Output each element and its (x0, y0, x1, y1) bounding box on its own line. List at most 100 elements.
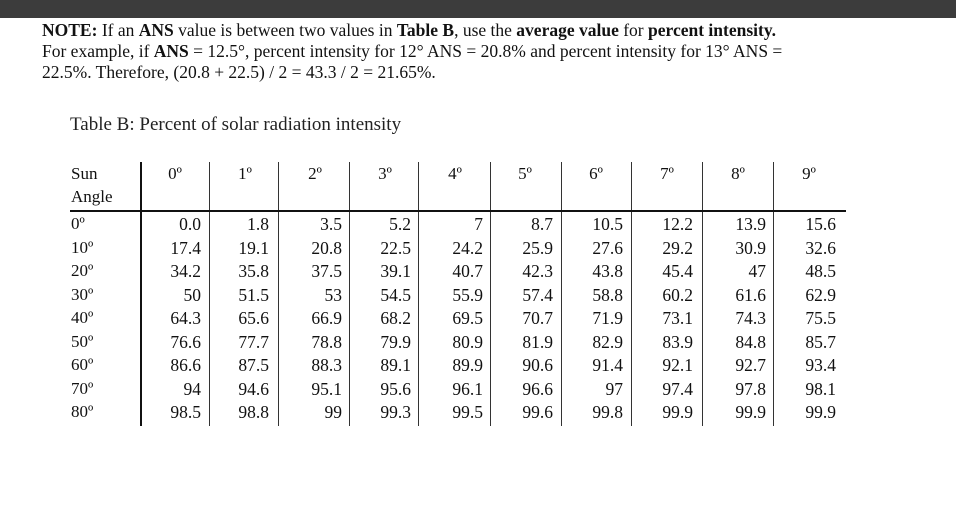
row-angle: 50º (71, 331, 94, 351)
table-cell: 29.2 (662, 237, 693, 258)
table-cell: 99.9 (662, 402, 693, 422)
table-cell: 71.9 (592, 308, 623, 328)
table-cell: 99 (324, 402, 343, 422)
column-header: 9º (802, 164, 816, 183)
table-cell: 98.8 (238, 402, 269, 422)
table-cell: 99.9 (805, 402, 836, 422)
table-cell: 99.5 (452, 402, 483, 422)
column-divider (418, 162, 419, 426)
table-cell: 43.8 (592, 261, 623, 281)
note-text: = 12.5°, percent intensity for 12° ANS =… (188, 41, 783, 61)
row-angle: 40º (71, 308, 94, 327)
table-cell: 48.5 (805, 261, 836, 281)
table-cell: 39.1 (380, 261, 411, 281)
table-cell: 19.1 (238, 237, 269, 258)
table-cell: 70.7 (522, 308, 553, 328)
table-cell: 89.9 (452, 355, 483, 375)
note-ans: ANS (138, 20, 174, 40)
table-cell: 61.6 (735, 284, 766, 305)
table-cell: 32.6 (805, 237, 836, 258)
table-cell: 90.6 (522, 355, 553, 375)
table-cell: 65.6 (238, 308, 269, 328)
column-divider (209, 162, 210, 426)
table-cell: 45.4 (662, 261, 693, 281)
table-cell: 13.9 (735, 214, 766, 234)
table-cell: 42.3 (522, 261, 553, 281)
column-header: 6º (589, 164, 603, 183)
table-cell: 78.8 (311, 331, 342, 352)
note-percent-intensity: percent intensity. (648, 20, 777, 40)
note-ans: ANS (153, 41, 189, 61)
table-cell: 60.2 (662, 284, 693, 305)
column-divider (140, 162, 142, 426)
table-cell: 57.4 (522, 284, 553, 305)
table-cell: 81.9 (522, 331, 553, 352)
table-cell: 84.8 (735, 331, 766, 352)
table-cell: 51.5 (238, 284, 269, 305)
table-cell: 37.5 (311, 261, 342, 281)
table-cell: 95.6 (380, 378, 411, 399)
table-cell: 94.6 (238, 378, 269, 399)
column-divider (278, 162, 279, 426)
table-cell: 40.7 (452, 261, 483, 281)
column-header: 7º (660, 164, 674, 183)
row-angle: 70º (71, 378, 94, 398)
column-header: 1º (238, 164, 252, 183)
table-cell: 74.3 (735, 308, 766, 328)
table-cell: 99.9 (735, 402, 766, 422)
table-cell: 12.2 (662, 214, 693, 234)
table-cell: 96.6 (522, 378, 553, 399)
table-cell: 15.6 (805, 214, 836, 234)
note-label: NOTE: (42, 20, 98, 40)
table-cell: 99.8 (592, 402, 623, 422)
table-cell: 24.2 (452, 237, 483, 258)
row-header-angle: Angle (71, 187, 113, 206)
column-divider (490, 162, 491, 426)
table-cell: 3.5 (320, 214, 342, 234)
note-text: value is between two values in (173, 20, 397, 40)
column-header: 4º (448, 164, 462, 183)
column-divider (561, 162, 562, 426)
table-cell: 22.5 (380, 237, 411, 258)
table-cell: 76.6 (170, 331, 201, 352)
table-cell: 55.9 (452, 284, 483, 305)
note-text: for (618, 20, 648, 40)
column-header: 5º (518, 164, 532, 183)
table-cell: 79.9 (380, 331, 411, 352)
table-cell: 66.9 (311, 308, 342, 328)
table-cell: 99.6 (522, 402, 553, 422)
table-cell: 98.1 (805, 378, 836, 399)
column-header: 3º (378, 164, 392, 183)
table-cell: 91.4 (592, 355, 623, 375)
note-text: 22.5%. Therefore, (20.8 + 22.5) / 2 = 43… (42, 62, 436, 82)
column-divider (631, 162, 632, 426)
note-text: , use the (454, 20, 517, 40)
table-cell: 35.8 (238, 261, 269, 281)
table-cell: 10.5 (592, 214, 623, 234)
row-angle: 20º (71, 261, 94, 280)
table-cell: 64.3 (170, 308, 201, 328)
row-angle: 0º (71, 214, 85, 233)
table-cell: 0.0 (179, 214, 201, 234)
table-cell: 88.3 (311, 355, 342, 375)
table-cell: 62.9 (805, 284, 836, 305)
table-cell: 34.2 (170, 261, 201, 281)
note-text: For example, if (42, 41, 154, 61)
table-cell: 25.9 (522, 237, 553, 258)
row-header-sun: Sun (71, 164, 98, 183)
table-cell: 47 (748, 261, 767, 281)
table-cell: 94 (183, 378, 202, 399)
column-divider (702, 162, 703, 426)
column-divider (773, 162, 774, 426)
column-divider (349, 162, 350, 426)
table-cell: 58.8 (592, 284, 623, 305)
table-cell: 97.8 (735, 378, 766, 399)
table-cell: 92.1 (662, 355, 693, 375)
table-cell: 27.6 (592, 237, 623, 258)
top-bar (0, 0, 956, 18)
note-text: If an (97, 20, 139, 40)
column-header: 0º (168, 164, 182, 183)
table-cell: 86.6 (170, 355, 201, 375)
table-cell: 82.9 (592, 331, 623, 352)
table-cell: 97 (605, 378, 624, 399)
